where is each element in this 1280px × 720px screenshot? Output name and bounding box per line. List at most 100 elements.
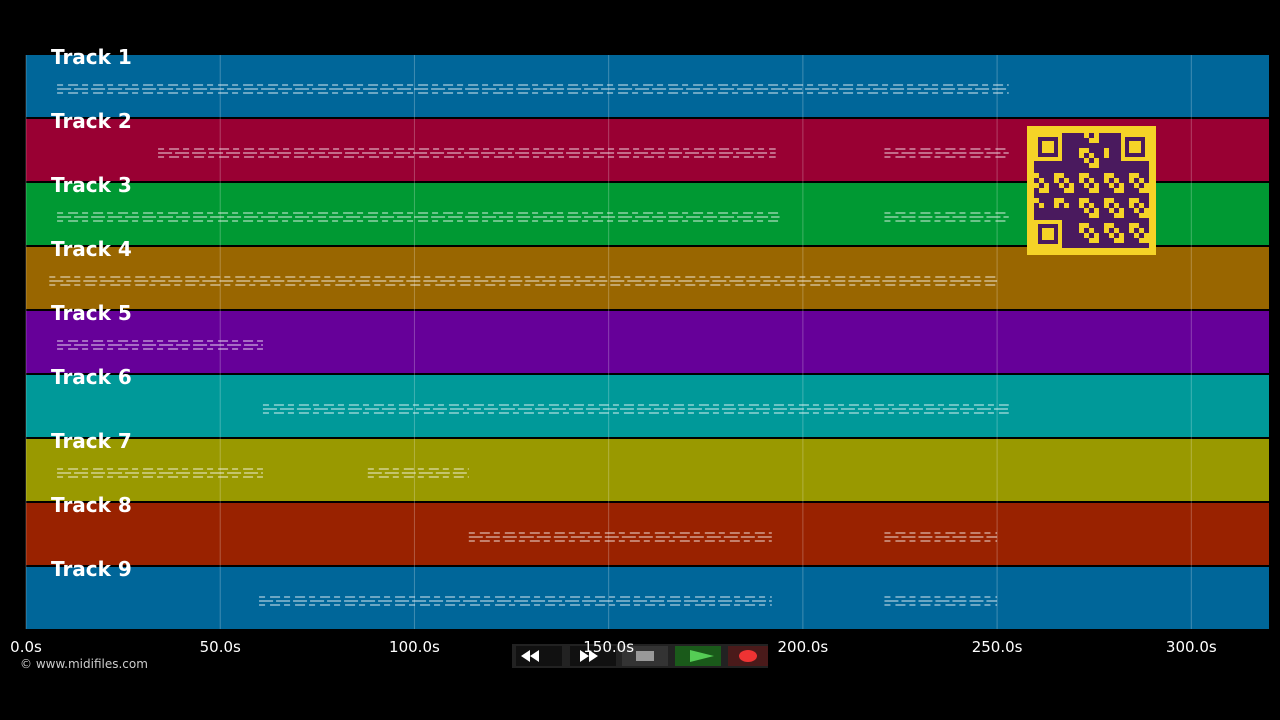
qr-module <box>1144 233 1149 238</box>
qr-module <box>1084 183 1089 188</box>
qr-module <box>1144 188 1149 193</box>
qr-finder <box>1129 141 1141 153</box>
qr-module <box>1084 198 1089 203</box>
track-lane <box>26 55 1269 117</box>
qr-module <box>1094 238 1099 243</box>
track-name: Track 3 <box>51 173 132 197</box>
qr-module <box>1104 178 1109 183</box>
qr-module <box>1109 208 1114 213</box>
qr-module <box>1094 208 1099 213</box>
track-name: Track 6 <box>51 365 132 389</box>
qr-module <box>1114 238 1119 243</box>
qr-module <box>1039 203 1044 208</box>
forward-button[interactable] <box>570 646 616 666</box>
track-name: Track 8 <box>51 493 132 517</box>
qr-module <box>1079 228 1084 233</box>
qr-module <box>1089 188 1094 193</box>
qr-module <box>1104 228 1109 233</box>
qr-module <box>1094 233 1099 238</box>
qr-module <box>1069 183 1074 188</box>
track-lane <box>26 247 1269 309</box>
qr-finder <box>1042 141 1054 153</box>
time-tick-label: 250.0s <box>972 638 1023 656</box>
qr-module <box>1064 178 1069 183</box>
qr-module <box>1084 208 1089 213</box>
qr-module <box>1044 188 1049 193</box>
qr-module <box>1104 223 1109 228</box>
qr-module <box>1079 178 1084 183</box>
qr-module <box>1079 173 1084 178</box>
qr-module <box>1094 213 1099 218</box>
qr-module <box>1089 163 1094 168</box>
qr-module <box>1129 198 1134 203</box>
qr-module <box>1079 223 1084 228</box>
qr-module <box>1059 183 1064 188</box>
qr-module <box>1139 228 1144 233</box>
qr-module <box>1079 148 1084 153</box>
qr-module <box>1129 223 1134 228</box>
qr-module <box>1054 198 1059 203</box>
qr-module <box>1094 158 1099 163</box>
qr-module <box>1119 208 1124 213</box>
qr-module <box>1144 238 1149 243</box>
controls <box>512 644 768 668</box>
qr-module <box>1144 208 1149 213</box>
qr-module <box>1139 203 1144 208</box>
qr-module <box>1114 188 1119 193</box>
qr-module <box>1114 228 1119 233</box>
qr-module <box>1114 178 1119 183</box>
track-name: Track 4 <box>51 237 132 261</box>
qr-module <box>1114 203 1119 208</box>
qr-module <box>1039 178 1044 183</box>
qr-module <box>1109 233 1114 238</box>
qr-module <box>1094 133 1099 138</box>
qr-module <box>1034 198 1039 203</box>
record-button[interactable] <box>728 646 768 666</box>
qr-module <box>1094 163 1099 168</box>
qr-module <box>1089 178 1094 183</box>
qr-module <box>1114 213 1119 218</box>
qr-module <box>1059 198 1064 203</box>
qr-module <box>1104 153 1109 158</box>
qr-module <box>1054 203 1059 208</box>
qr-module <box>1089 228 1094 233</box>
track-lane <box>26 503 1269 565</box>
qr-module <box>1079 198 1084 203</box>
qr-module <box>1104 148 1109 153</box>
qr-module <box>1039 188 1044 193</box>
track-name: Track 2 <box>51 109 132 133</box>
qr-module <box>1134 208 1139 213</box>
track-name: Track 7 <box>51 429 132 453</box>
qr-module <box>1134 198 1139 203</box>
track-name: Track 9 <box>51 557 132 581</box>
qr-module <box>1119 238 1124 243</box>
qr-module <box>1084 233 1089 238</box>
qr-module <box>1119 188 1124 193</box>
play-button[interactable] <box>675 646 721 666</box>
time-tick-label: 300.0s <box>1166 638 1217 656</box>
time-tick-label: 50.0s <box>200 638 241 656</box>
qr-module <box>1129 228 1134 233</box>
qr-module <box>1094 188 1099 193</box>
qr-module <box>1129 173 1134 178</box>
track-lane <box>26 375 1269 437</box>
qr-module <box>1119 233 1124 238</box>
qr-module <box>1139 238 1144 243</box>
qr-module <box>1089 213 1094 218</box>
qr-module <box>1109 223 1114 228</box>
qr-module <box>1089 203 1094 208</box>
qr-module <box>1109 173 1114 178</box>
qr-module <box>1064 188 1069 193</box>
stop-button[interactable] <box>622 646 668 666</box>
qr-module <box>1139 213 1144 218</box>
qr-module <box>1084 158 1089 163</box>
time-tick-label: 0.0s <box>10 638 42 656</box>
qr-module <box>1129 203 1134 208</box>
qr-module <box>1064 203 1069 208</box>
time-tick-label: 150.0s <box>583 638 634 656</box>
rewind-button[interactable] <box>516 646 562 666</box>
qr-module <box>1134 173 1139 178</box>
qr-module <box>1044 183 1049 188</box>
qr-module <box>1059 173 1064 178</box>
